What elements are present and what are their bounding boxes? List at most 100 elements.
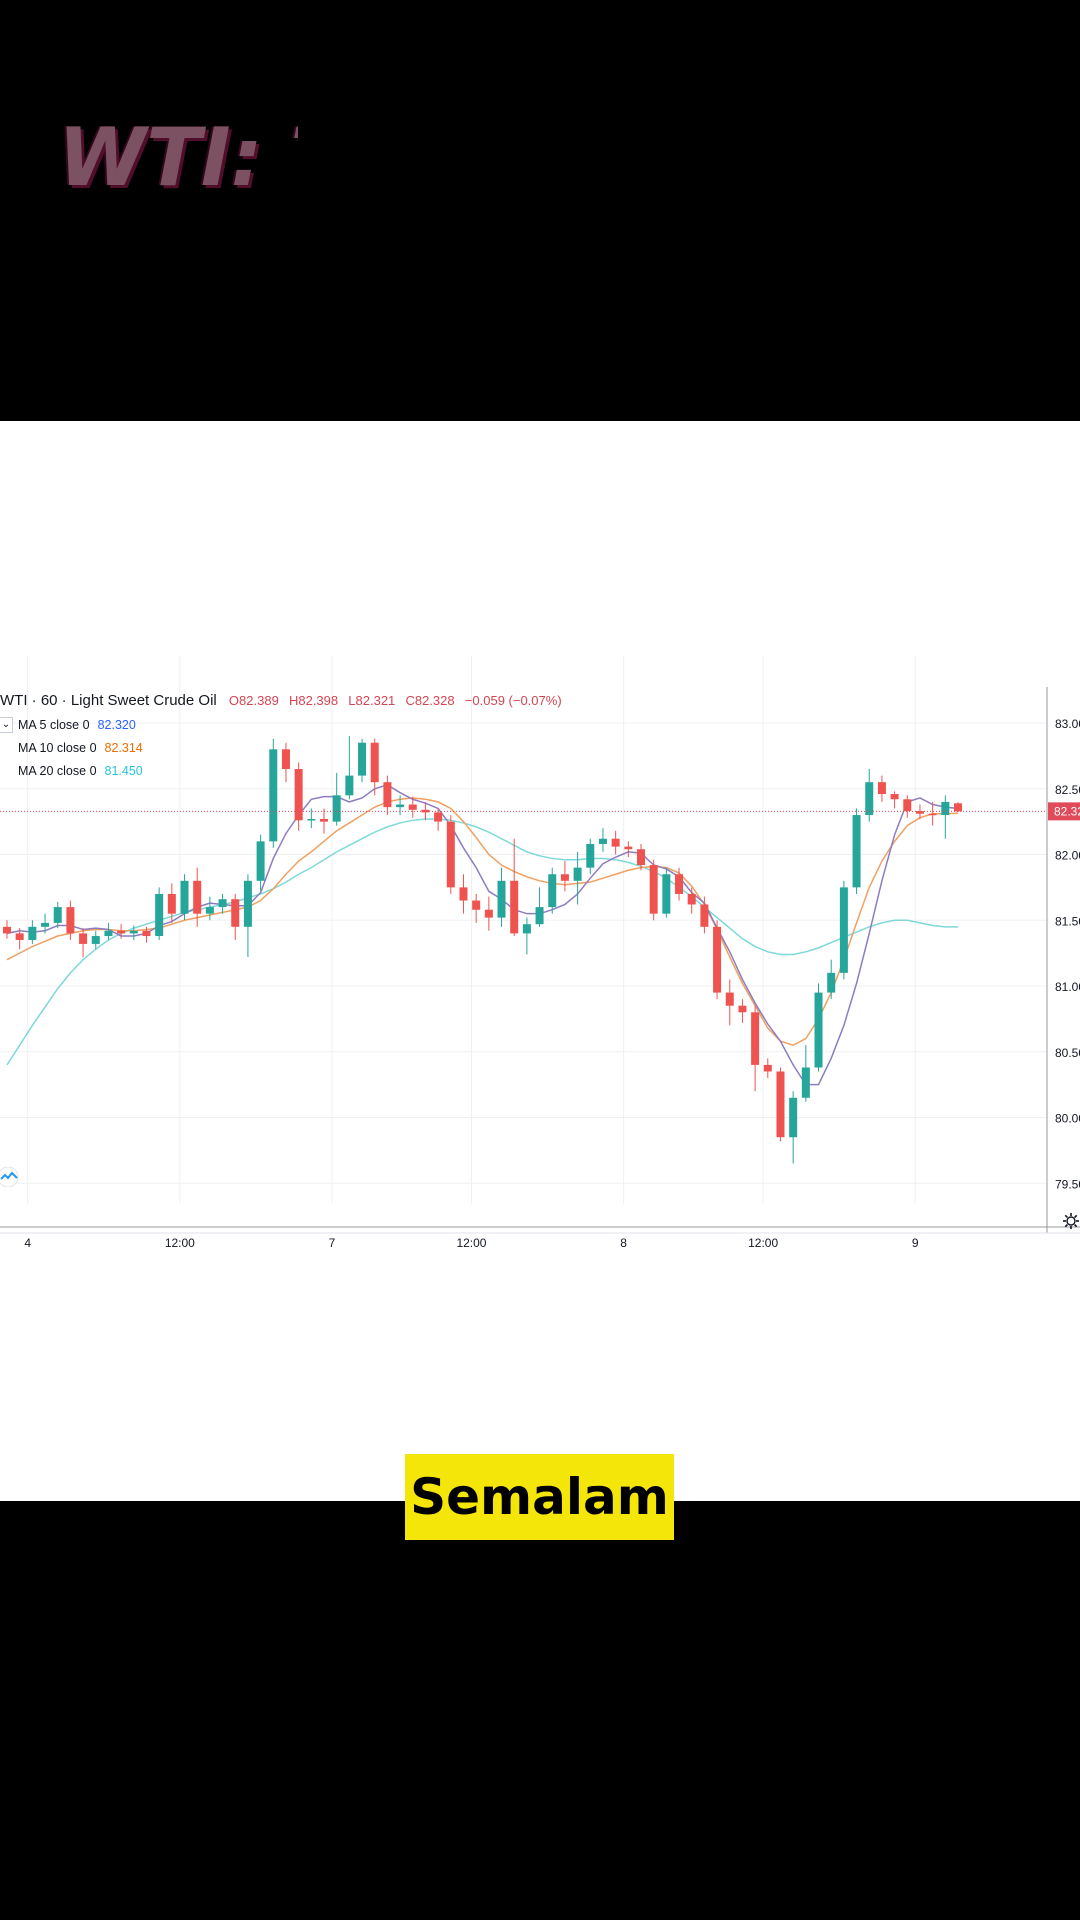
up-candle	[789, 1091, 798, 1164]
candle-body	[129, 930, 138, 934]
up-candle	[662, 867, 671, 918]
down-candle	[510, 838, 519, 937]
up-candle	[256, 834, 265, 892]
down-candle	[434, 808, 443, 831]
down-candle	[421, 801, 430, 821]
down-candle	[142, 926, 151, 943]
low-value: L82.321	[348, 693, 396, 708]
candle-body	[801, 1067, 810, 1098]
up-candle	[396, 795, 405, 816]
candle-body	[294, 769, 303, 821]
down-candle	[776, 1067, 785, 1142]
ma5-label: MA 5 close 0	[18, 718, 90, 732]
candle-body	[117, 930, 126, 934]
candle-body	[269, 749, 278, 842]
tradingview-logo-icon[interactable]	[0, 1167, 20, 1187]
up-candle	[345, 736, 354, 800]
up-candle	[573, 851, 582, 905]
close-value: C82.328	[405, 693, 455, 708]
candle-body	[332, 795, 341, 822]
open-value: O82.389	[228, 693, 279, 708]
up-candle	[801, 1045, 810, 1102]
candle-body	[586, 843, 595, 868]
up-candle	[180, 874, 189, 921]
candle-body	[421, 809, 430, 813]
down-candle	[763, 1058, 772, 1079]
candle-body	[434, 812, 443, 822]
down-candle	[383, 775, 392, 816]
candle-body	[915, 811, 924, 814]
candle-body	[408, 804, 417, 810]
down-candle	[79, 928, 88, 958]
down-candle	[15, 928, 24, 950]
candle-body	[814, 992, 823, 1068]
up-candle	[28, 920, 37, 944]
up-candle	[243, 874, 252, 958]
gear-icon[interactable]	[1062, 1212, 1080, 1230]
ma20-legend[interactable]: MA 20 close 0 81.450	[18, 764, 143, 778]
down-candle	[560, 861, 569, 892]
up-candle	[941, 795, 950, 839]
collapse-legend-chevron-icon[interactable]: ⌄	[0, 717, 13, 733]
chart-panel: 82.328 83.000 82.500 82.000 81.500 81.000 80.…	[0, 421, 1080, 1501]
candle-body	[66, 907, 75, 934]
x-tick-label: 9	[912, 1236, 919, 1250]
down-candle	[915, 804, 924, 819]
up-candle	[852, 808, 861, 894]
ma10-legend[interactable]: MA 10 close 0 82.314	[18, 741, 143, 755]
candle-body	[459, 887, 468, 901]
down-candle	[117, 924, 126, 939]
candle-body	[218, 899, 227, 908]
x-tick-label: 12:00	[165, 1236, 195, 1250]
candle-body	[954, 803, 962, 812]
ma5-line-layer	[6, 783, 959, 1086]
candle-body	[205, 907, 214, 914]
y-tick-label: 82.500	[1055, 783, 1080, 797]
symbol-label[interactable]: WTI · 60 · Light Sweet Crude Oil	[0, 692, 217, 709]
down-candle	[294, 762, 303, 831]
x-tick-label: 12:00	[748, 1236, 778, 1250]
candle-body	[497, 880, 506, 918]
down-candle	[954, 802, 962, 813]
up-candle	[827, 959, 836, 1000]
candle-body	[41, 922, 50, 927]
candle-body	[193, 880, 202, 914]
candle-body	[256, 841, 265, 881]
candle-body	[345, 775, 354, 796]
up-candle	[814, 983, 823, 1072]
candle-body	[243, 880, 252, 927]
candle-body	[180, 880, 189, 914]
candlestick-chart[interactable]: 82.328 83.000 82.500 82.000 81.500 81.000 80.…	[0, 421, 1080, 1501]
candle-body	[725, 992, 734, 1006]
axes: 83.000 82.500 82.000 81.500 81.000 80.500 80.0…	[0, 687, 1080, 1250]
candle-body	[928, 813, 937, 816]
candle-body	[167, 893, 176, 914]
down-candle	[700, 896, 709, 934]
candle-body	[624, 846, 633, 850]
candle-body	[839, 887, 848, 973]
down-candle	[751, 1005, 760, 1092]
down-candle	[611, 830, 620, 855]
down-candle	[370, 738, 379, 796]
change-value: −0.059 (−0.07%)	[464, 693, 562, 708]
candle-body	[890, 794, 899, 800]
up-candle	[129, 925, 138, 940]
ma20-line-layer	[6, 818, 958, 1066]
candle-body	[852, 815, 861, 888]
up-candle	[598, 828, 607, 852]
candle-body	[142, 930, 151, 937]
up-candle	[548, 867, 557, 914]
ma10-line	[6, 797, 959, 1046]
down-candle	[281, 742, 290, 783]
ma5-legend[interactable]: MA 5 close 0 82.320	[18, 718, 136, 732]
candle-body	[28, 926, 37, 940]
candle-body	[763, 1064, 772, 1072]
candle-body	[91, 936, 100, 944]
candle-body	[370, 742, 379, 783]
candle-body	[522, 924, 531, 934]
down-candle	[484, 896, 493, 931]
down-candle	[713, 920, 722, 1000]
candle-body	[573, 867, 582, 881]
down-candle	[738, 999, 747, 1023]
candle-body	[104, 930, 113, 937]
